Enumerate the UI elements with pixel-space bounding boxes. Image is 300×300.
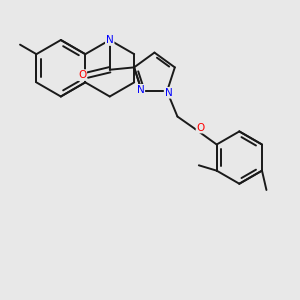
- Text: O: O: [78, 70, 86, 80]
- Text: N: N: [165, 88, 172, 98]
- Text: N: N: [106, 35, 114, 45]
- Text: N: N: [136, 85, 144, 95]
- Text: O: O: [196, 123, 205, 133]
